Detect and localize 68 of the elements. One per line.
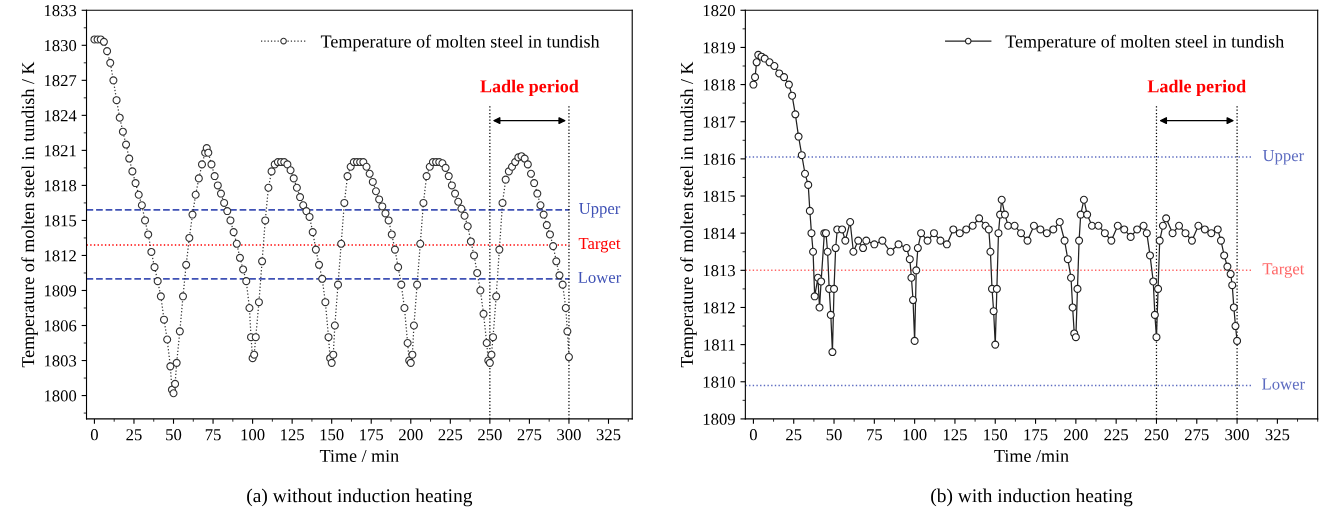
- x-tick-label: 275: [1185, 429, 1209, 441]
- y-tick-label: 1809: [44, 285, 77, 297]
- y-tick-label: 1815: [44, 215, 77, 227]
- legend-label: Temperature of molten steel in tundish: [1005, 34, 1285, 52]
- y-tick-label: 1806: [44, 320, 77, 332]
- x-tick-label: 100: [241, 429, 265, 441]
- ref-line-label: Target: [578, 238, 621, 253]
- text: (a) without induction heating: [247, 488, 473, 507]
- y-tick-label: 1833: [44, 4, 77, 17]
- y-tick-label: 1809: [703, 413, 735, 425]
- x-tick-label: 225: [1104, 429, 1129, 441]
- annotation: Ladle period: [1147, 79, 1246, 97]
- y-axis-title: Temperature of molten steel in tundish / K: [680, 61, 697, 368]
- y-tick-label: 1818: [44, 180, 77, 192]
- ref-line-label: Target: [1262, 263, 1305, 278]
- annotation: Ladle period: [480, 79, 579, 97]
- x-tick-label: 75: [867, 429, 883, 441]
- x-tick-label: 250: [478, 429, 502, 441]
- x-tick-label: 25: [126, 429, 142, 441]
- x-tick-label: 225: [438, 429, 463, 441]
- y-tick-label: 1817: [703, 116, 736, 128]
- y-tick-label: 1818: [703, 79, 735, 91]
- x-tick-label: 175: [1024, 429, 1048, 441]
- x-axis-title: Time /min: [994, 449, 1069, 463]
- y-tick-label: 1816: [703, 153, 736, 165]
- x-tick-label: 150: [320, 429, 344, 441]
- x-tick-label: 50: [166, 429, 182, 441]
- x-tick-label: 325: [596, 429, 621, 441]
- x-tick-label: 25: [786, 429, 802, 441]
- y-tick-label: 1813: [703, 265, 735, 277]
- legend-label: Temperature of molten steel in tundish: [320, 34, 600, 52]
- ref-line-label: Lower: [1262, 378, 1305, 390]
- y-tick-label: 1810: [703, 376, 735, 388]
- y-tick-label: 1800: [44, 390, 77, 402]
- x-tick-label: 100: [903, 429, 927, 441]
- x-tick-label: 200: [1064, 429, 1088, 441]
- x-tick-label: 275: [517, 429, 542, 441]
- y-tick-label: 1815: [703, 190, 735, 202]
- x-tick-label: 50: [826, 429, 842, 441]
- y-tick-label: 1814: [703, 227, 736, 240]
- x-tick-label: 0: [90, 429, 98, 441]
- y-axis-title: Temperature of molten steel in tundish / K: [21, 61, 38, 368]
- x-tick-label: 300: [1225, 429, 1249, 441]
- ref-line-label: Upper: [1262, 150, 1305, 165]
- y-tick-label: 1819: [703, 42, 735, 54]
- y-tick-label: 1824: [44, 110, 77, 122]
- x-tick-label: 125: [943, 429, 967, 441]
- x-tick-label: 0: [749, 429, 757, 441]
- y-tick-label: 1812: [703, 302, 735, 314]
- x-tick-label: 75: [205, 429, 221, 441]
- x-tick-label: 125: [281, 429, 304, 441]
- y-tick-label: 1830: [44, 40, 77, 52]
- y-tick-label: 1820: [703, 4, 735, 17]
- ref-line-label: Upper: [579, 203, 621, 218]
- text: (b) with induction heating: [931, 488, 1133, 507]
- y-tick-label: 1811: [704, 339, 735, 351]
- x-tick-label: 200: [399, 429, 423, 441]
- x-tick-label: 175: [360, 429, 384, 441]
- x-tick-label: 325: [1265, 429, 1290, 441]
- y-tick-label: 1803: [44, 355, 77, 367]
- ref-line-label: Lower: [578, 271, 622, 283]
- x-tick-label: 150: [984, 429, 1008, 441]
- y-tick-label: 1821: [44, 145, 76, 157]
- x-tick-label: 250: [1144, 429, 1169, 441]
- y-tick-label: 1812: [44, 250, 76, 262]
- x-tick-label: 300: [557, 429, 581, 441]
- x-axis-title: Time / min: [319, 449, 399, 463]
- y-tick-label: 1827: [44, 75, 77, 87]
